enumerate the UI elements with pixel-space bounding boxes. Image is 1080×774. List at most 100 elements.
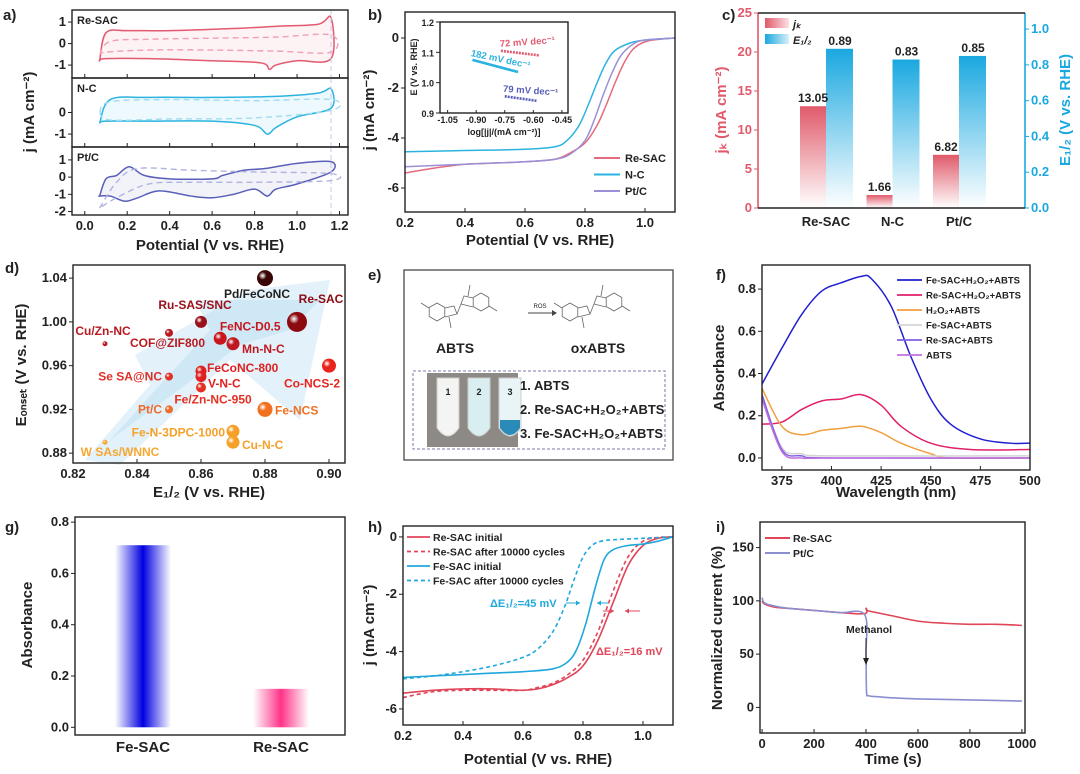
scatter-point — [165, 328, 173, 337]
y-tick-label: 0 — [390, 529, 397, 544]
legend-label: N-C — [625, 170, 645, 182]
y-tick-label: 20 — [738, 44, 752, 59]
arrowhead — [610, 608, 614, 614]
y-tick-label: 0.8 — [738, 281, 756, 296]
chrono-curve — [761, 597, 1022, 702]
panel-label: a) — [3, 7, 16, 24]
x-tick-label: 425 — [870, 473, 892, 488]
scatter-point — [213, 331, 227, 345]
legend-label: Fe-SAC+ABTS — [926, 321, 992, 332]
lsv-curve-2 — [404, 37, 676, 168]
abts-structure — [420, 284, 498, 329]
y-axis-title: Normalized current (%) — [709, 546, 726, 710]
point-label: Co-NCS-2 — [284, 377, 340, 391]
point-label: Ru-SAS/SNC — [158, 298, 232, 312]
y-tick-label: 0.0 — [738, 450, 756, 465]
scatter-point — [226, 337, 240, 351]
methanol-label: Methanol — [846, 624, 892, 636]
scatter-point — [322, 358, 336, 373]
y-tick-label: 50 — [740, 646, 754, 661]
x-tick-label: 0.8 — [246, 218, 264, 233]
point-label: Fe-NCS — [275, 403, 318, 417]
vial-number: 1 — [445, 387, 450, 397]
cv-curve-dashed — [98, 98, 342, 122]
tafel-line — [504, 95, 538, 103]
bar-value-label: 6.82 — [934, 140, 958, 154]
legend-label: Fe-SAC initial — [433, 561, 501, 573]
arrow-label: ROS — [533, 304, 546, 310]
y-tick-label: 0.88 — [42, 445, 67, 460]
spectrum-curve — [761, 398, 1030, 460]
x-tick-label: 375 — [771, 473, 793, 488]
bar — [253, 688, 309, 728]
y-tick-label: 0.92 — [42, 401, 67, 416]
y-tick-label: 0.2 — [738, 408, 756, 423]
x-tick-label: 1000 — [1007, 736, 1036, 751]
subplot-label: N-C — [77, 83, 97, 95]
y-axis-title: Eₒₙₛₑₜ (V vs. RHE) — [13, 304, 30, 427]
panel-label: f) — [716, 267, 726, 284]
y-tick-label: 150 — [732, 540, 754, 555]
scatter-point — [195, 315, 207, 328]
lsv-curve — [402, 536, 674, 679]
x-tick-label: 0.0 — [76, 218, 94, 233]
y-tick-label: 0.96 — [42, 358, 67, 373]
y-tick-label: 0.8 — [1031, 57, 1049, 72]
x-axis-title: Time (s) — [864, 751, 921, 768]
x-tick-label: 0.2 — [396, 215, 414, 230]
x-tick-label: 0.2 — [118, 218, 136, 233]
y-tick-label: 0.9 — [421, 109, 434, 119]
subplot-label: Pt/C — [77, 152, 99, 164]
x-tick-label: 1.0 — [634, 728, 652, 743]
tafel-slope-label: 79 mV dec⁻¹ — [503, 84, 559, 99]
y-tick-label: 0.0 — [51, 719, 69, 734]
y-axis-title: j (mA cm⁻²) — [361, 585, 378, 667]
legend-label: E₁/₂ — [793, 35, 811, 47]
x-tick-label: 0.8 — [574, 728, 592, 743]
plot-frame — [74, 516, 346, 736]
spectrum-curve — [761, 393, 1031, 451]
vial — [467, 377, 491, 437]
point-label: Cu/Zn-NC — [75, 324, 131, 338]
x-tick-label: 0.90 — [316, 466, 341, 481]
y-tick-label: 1.04 — [42, 270, 68, 285]
y-tick-label: 10 — [738, 122, 752, 137]
cv-curve-dashed — [99, 167, 342, 209]
scatter-point — [287, 311, 307, 332]
y-tick-label: 0 — [747, 699, 754, 714]
legend-label: Re-SAC initial — [433, 532, 503, 544]
y-tick-label: 25 — [738, 5, 752, 20]
x-tick-label: 1.0 — [288, 218, 306, 233]
y-tick-label: 1 — [59, 152, 66, 167]
vial-number: 2 — [476, 387, 481, 397]
point-label: Se SA@NC — [98, 370, 162, 384]
y-tick-label: 0.8 — [51, 514, 69, 529]
x-tick-label: 0.6 — [514, 728, 532, 743]
cv-curve-solid — [98, 160, 336, 202]
y-tick-label: 0 — [745, 200, 752, 215]
sample-label: 2. Re-SAC+H₂O₂+ABTS — [520, 402, 665, 417]
plot-frame — [761, 264, 1031, 471]
point-label: Mn-N-C — [242, 342, 285, 356]
panel-label: c) — [722, 7, 735, 24]
tafel-slope-label: 72 mV dec⁻¹ — [499, 35, 555, 50]
plot-frame — [72, 264, 346, 464]
spectrum-curve — [761, 394, 1031, 457]
bar-jk — [866, 195, 893, 208]
x-tick-label: 200 — [803, 736, 825, 751]
legend-label: jₖ — [791, 19, 802, 31]
y-axis-title: Absorbance — [711, 325, 728, 412]
cv-curve-solid — [98, 15, 335, 71]
y-tick-label: -2 — [387, 80, 399, 95]
y-tick-label: 0.6 — [738, 323, 756, 338]
legend-label: Pt/C — [625, 186, 647, 198]
x-axis-title: Potential (V vs. RHE) — [466, 232, 614, 249]
delta-e-label: ΔE₁/₂=16 mV — [596, 646, 663, 658]
product-label: oxABTS — [571, 340, 625, 356]
x-tick-label: -0.45 — [552, 115, 573, 125]
x-tick-label: -0.75 — [495, 115, 516, 125]
cv-curve-dashed — [99, 33, 339, 55]
tafel-line — [500, 49, 540, 57]
arrowhead — [625, 608, 629, 614]
x-tick-label: 400 — [821, 473, 843, 488]
